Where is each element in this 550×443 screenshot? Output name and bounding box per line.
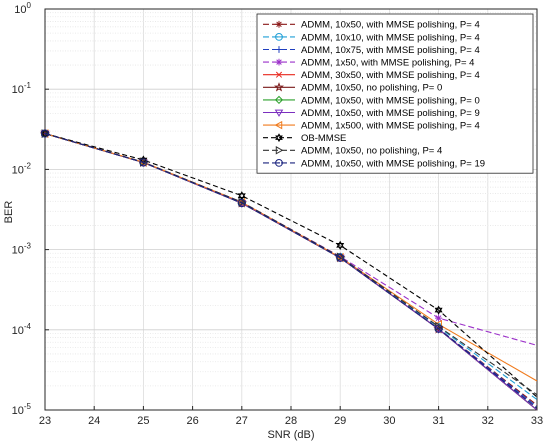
data-point-marker [435,314,443,322]
x-tick-label: 24 [88,415,100,427]
legend-entry: OB-MMSE [263,133,346,144]
series-path [44,133,538,398]
legend-label: ADMM, 10x50, with MMSE polishing, P= 4 [301,20,480,31]
data-point-marker [434,305,443,315]
legend-label: ADMM, 10x75, with MMSE polishing, P= 4 [301,45,480,56]
data-point-marker [336,253,345,262]
legend-entry: ADMM, 10x10, with MMSE polishing, P= 4 [263,32,480,43]
legend-label: ADMM, 30x50, with MMSE polishing, P= 4 [301,70,480,81]
data-point-marker [240,202,243,205]
legend-label: ADMM, 10x50, with MMSE polishing, P= 19 [301,158,485,169]
legend-entry: ADMM, 1x50, with MMSE polishing, P= 4 [263,58,474,69]
data-point-marker [274,95,284,105]
data-point-marker [44,132,46,135]
x-tick-label: 26 [186,415,198,427]
legend-entry: ADMM, 10x50, with MMSE polishing, P= 4 [263,20,480,31]
y-tick-label: 100 [14,1,31,16]
y-axis-label: BER [3,201,15,224]
legend-entry: ADMM, 10x50, with MMSE polishing, P= 19 [263,158,485,169]
data-point-marker [275,159,283,167]
x-tick-label: 23 [39,415,51,427]
legend: ADMM, 10x50, with MMSE polishing, P= 4AD… [256,13,534,174]
data-point-marker [336,252,345,262]
legend-label: ADMM, 10x50, no polishing, P= 0 [301,83,442,94]
y-tick-label: 10-3 [12,242,32,257]
data-point-marker [275,58,283,66]
x-tick-label: 31 [432,415,444,427]
series-line [40,129,538,409]
legend-entry: ADMM, 30x50, with MMSE polishing, P= 4 [263,70,480,81]
y-tick-label: 10-4 [12,322,32,337]
data-point-marker [274,82,284,92]
data-point-marker [336,240,345,250]
data-point-marker [339,256,342,259]
data-point-marker [142,161,145,164]
x-tick-label: 33 [531,415,543,427]
y-tick-label: 10-5 [12,402,32,417]
legend-label: OB-MMSE [301,133,346,144]
data-point-marker [139,158,148,167]
data-point-marker [275,46,283,53]
legend-entry: ADMM, 10x75, with MMSE polishing, P= 4 [263,45,480,56]
data-point-marker [41,129,50,138]
x-tick-label: 25 [137,415,149,427]
data-point-marker [437,327,440,330]
series-path [44,133,538,409]
data-point-marker [40,129,50,138]
x-tick-label: 32 [482,415,494,427]
legend-label: ADMM, 10x10, with MMSE polishing, P= 4 [301,32,480,43]
legend-entry: ADMM, 10x50, with MMSE polishing, P= 0 [263,95,480,106]
x-tick-label: 30 [383,415,395,427]
x-tick-labels: 23 24 25 26 27 28 29 30 31 32 33 [39,406,543,427]
legend-label: ADMM, 10x50, with MMSE polishing, P= 9 [301,108,480,119]
data-point-marker [434,324,443,333]
x-tick-label: 27 [236,415,248,427]
data-point-marker [237,199,246,208]
x-tick-label: 28 [285,415,297,427]
legend-entry: ADMM, 1x500, with MMSE polishing, P= 4 [263,121,480,132]
legend-entry: ADMM, 10x50, with MMSE polishing, P= 9 [263,108,480,119]
data-point-marker [238,197,247,207]
data-point-marker [237,191,246,201]
data-point-marker [275,20,283,28]
data-point-marker [275,71,283,78]
legend-label: ADMM, 1x50, with MMSE polishing, P= 4 [301,58,474,69]
y-tick-labels: 10-5 10-4 10-3 10-2 10-1 100 [12,1,49,417]
data-point-marker [274,109,284,117]
series-group [39,128,538,411]
data-point-marker [274,120,283,130]
y-tick-label: 10-2 [12,161,32,176]
legend-box [256,13,534,174]
y-tick-label: 10-1 [12,81,32,96]
data-point-marker [275,146,284,155]
data-point-marker [336,252,344,261]
data-point-marker [278,162,280,164]
legend-label: ADMM, 1x500, with MMSE polishing, P= 4 [301,121,480,132]
x-axis-label: SNR (dB) [267,429,314,441]
data-point-marker [275,133,283,143]
legend-entry: ADMM, 10x50, no polishing, P= 0 [263,82,442,94]
legend-label: ADMM, 10x50, with MMSE polishing, P= 0 [301,95,480,106]
x-tick-label: 29 [334,415,346,427]
legend-label: ADMM, 10x50, no polishing, P= 4 [301,146,442,157]
legend-entry: ADMM, 10x50, no polishing, P= 4 [263,146,442,157]
